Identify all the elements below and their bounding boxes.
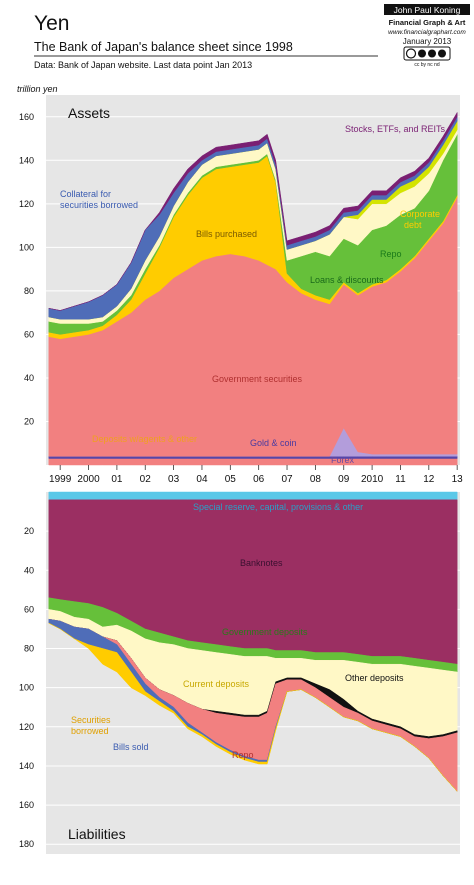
assets-y-tick-label: 80 bbox=[24, 286, 34, 296]
x-tick-label: 13 bbox=[452, 474, 464, 485]
assets-area-stocks-etfs-and-reits bbox=[48, 111, 458, 311]
assets-y-tick-label: 40 bbox=[24, 373, 34, 383]
liabilities-y-tick-label: 100 bbox=[19, 683, 34, 693]
assets-area-gold-coin bbox=[48, 456, 458, 459]
page-subtitle: The Bank of Japan's balance sheet since … bbox=[34, 40, 293, 54]
liabilities-y-tick-label: 80 bbox=[24, 644, 34, 654]
label-stocks: Stocks, ETFs, and REITs bbox=[345, 124, 446, 134]
assets-y-tick-label: 120 bbox=[19, 199, 34, 209]
y-unit-label: trillion yen bbox=[17, 84, 58, 94]
x-tick-label: 1999 bbox=[49, 474, 72, 485]
assets-y-tick-label: 100 bbox=[19, 242, 34, 252]
assets-y-tick-label: 160 bbox=[19, 112, 34, 122]
liabilities-y-ticks: 20 40 60 80 100 120 140 160 180 bbox=[19, 526, 34, 849]
label-collateral-line2: securities borrowed bbox=[60, 200, 138, 210]
by-icon bbox=[418, 49, 426, 58]
license-text: cc by nc nd bbox=[414, 62, 440, 68]
assets-y-tick-label: 60 bbox=[24, 329, 34, 339]
liabilities-y-tick-label: 120 bbox=[19, 722, 34, 732]
label-securities-borrowed-line2: borrowed bbox=[71, 726, 109, 736]
x-tick-label: 09 bbox=[338, 474, 350, 485]
liabilities-y-tick-label: 160 bbox=[19, 800, 34, 810]
label-bills-sold: Bills sold bbox=[113, 742, 149, 752]
assets-area-deposits-w-agents-other bbox=[48, 458, 458, 466]
label-special-reserve: Special reserve, capital, provisions & o… bbox=[193, 502, 363, 512]
label-repo-asset: Repo bbox=[380, 249, 402, 259]
liabilities-areas bbox=[48, 491, 458, 793]
assets-y-ticks: 20 40 60 80 100 120 140 160 bbox=[19, 112, 34, 427]
label-securities-borrowed-line1: Securities bbox=[71, 715, 111, 725]
x-tick-label: 07 bbox=[281, 474, 293, 485]
cc-icon bbox=[405, 48, 417, 59]
source-note: Data: Bank of Japan website. Last data p… bbox=[34, 60, 252, 70]
author-banner bbox=[384, 4, 470, 15]
label-banknotes: Banknotes bbox=[240, 558, 283, 568]
x-axis: 1999 2000 01 02 03 04 05 06 07 08 09 2010 11 12 13 bbox=[49, 465, 463, 485]
publish-date: January 2013 bbox=[403, 37, 452, 46]
label-gold: Gold & coin bbox=[250, 438, 297, 448]
label-corporate-line2: debt bbox=[404, 220, 422, 230]
assets-y-tick-label: 20 bbox=[24, 416, 34, 426]
x-tick-label: 01 bbox=[111, 474, 123, 485]
liabilities-panel: 20 40 60 80 100 120 140 160 180 Liabilities Spec… bbox=[19, 491, 460, 854]
page-title: Yen bbox=[34, 12, 69, 35]
nc-icon bbox=[428, 49, 436, 58]
label-collateral-line1: Collateral for bbox=[60, 189, 111, 199]
nd-icon bbox=[438, 49, 446, 58]
liabilities-y-tick-label: 40 bbox=[24, 565, 34, 575]
liabilities-y-tick-label: 60 bbox=[24, 604, 34, 614]
author-url: www.financialgraphart.com bbox=[388, 29, 466, 36]
label-current-deposits: Current deposits bbox=[183, 679, 250, 689]
liabilities-y-tick-label: 180 bbox=[19, 839, 34, 849]
label-corporate-line1: Corporate bbox=[400, 209, 440, 219]
label-loans: Loans & discounts bbox=[310, 275, 384, 285]
label-forex: Forex bbox=[331, 455, 355, 465]
label-other-deposits: Other deposits bbox=[345, 673, 404, 683]
label-repo-liability: Repo bbox=[232, 750, 254, 760]
label-bills-purchased: Bills purchased bbox=[196, 229, 257, 239]
liabilities-y-tick-label: 20 bbox=[24, 526, 34, 536]
x-tick-label: 04 bbox=[196, 474, 208, 485]
label-gov-securities: Government securities bbox=[212, 374, 303, 384]
assets-areas bbox=[48, 111, 458, 466]
x-tick-label: 2000 bbox=[77, 474, 100, 485]
liabilities-area-special-reserve-capital-provisions-other bbox=[48, 491, 458, 501]
x-tick-label: 03 bbox=[168, 474, 180, 485]
x-tick-label: 08 bbox=[310, 474, 322, 485]
assets-y-tick-label: 140 bbox=[19, 155, 34, 165]
author-name: John Paul Koning bbox=[394, 5, 461, 15]
x-tick-label: 05 bbox=[225, 474, 237, 485]
assets-panel: 20 40 60 80 100 120 140 160 Assets Stocks, ETFs… bbox=[19, 95, 460, 466]
label-gov-deposits: Government deposits bbox=[222, 627, 308, 637]
x-tick-label: 06 bbox=[253, 474, 265, 485]
assets-title: Assets bbox=[68, 105, 110, 121]
liabilities-y-tick-label: 140 bbox=[19, 761, 34, 771]
x-tick-label: 11 bbox=[395, 474, 406, 485]
x-tick-label: 12 bbox=[423, 474, 435, 485]
label-deposits: Deposits w/agents & other bbox=[92, 434, 197, 444]
author-tagline: Financial Graph & Art bbox=[389, 18, 466, 27]
liabilities-title: Liabilities bbox=[68, 826, 126, 842]
x-tick-label: 02 bbox=[140, 474, 152, 485]
creative-commons-badge: cc by nc nd bbox=[403, 46, 451, 68]
liabilities-area-securities-borrowed bbox=[48, 622, 458, 792]
x-tick-label: 2010 bbox=[361, 474, 384, 485]
